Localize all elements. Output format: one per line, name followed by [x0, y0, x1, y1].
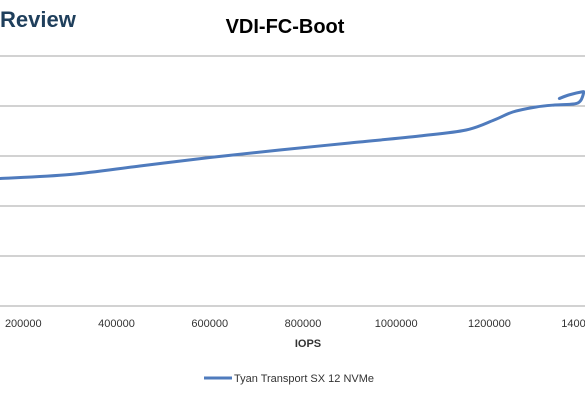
series-line — [0, 90, 585, 180]
x-tick-label: 200000 — [5, 318, 42, 330]
legend-label: Tyan Transport SX 12 NVMe — [234, 373, 374, 385]
x-tick-label: 1200000 — [468, 318, 511, 330]
brand-logo: Review — [0, 7, 77, 32]
x-axis-ticks: 200000 400000 600000 800000 1000000 1200000 14… — [5, 318, 585, 330]
series-lines — [0, 90, 585, 180]
x-axis-label: IOPS — [295, 338, 321, 350]
x-tick-label: 600000 — [191, 318, 228, 330]
gridlines — [0, 55, 585, 307]
chart-title: VDI-FC-Boot — [226, 16, 345, 38]
x-tick-label: 1000000 — [375, 318, 418, 330]
x-tick-label: 1400000 — [561, 318, 585, 330]
x-tick-label: 800000 — [285, 318, 322, 330]
legend: Tyan Transport SX 12 NVMe — [204, 373, 374, 385]
x-tick-label: 400000 — [98, 318, 135, 330]
